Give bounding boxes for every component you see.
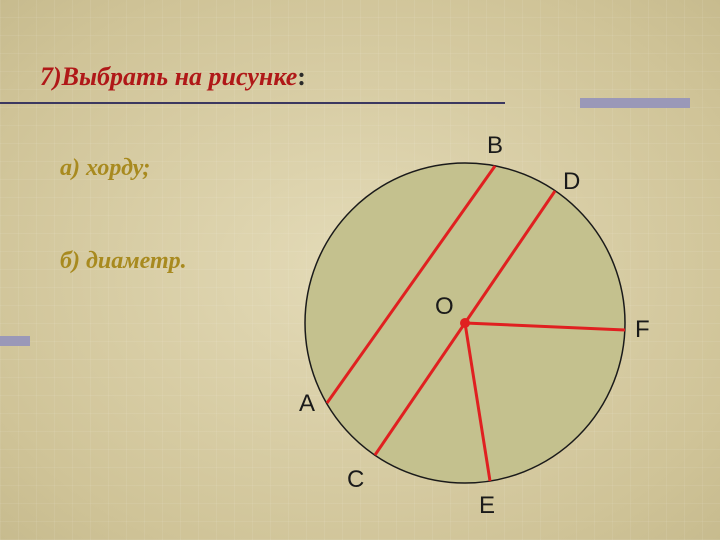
title-text: 7)Выбрать на рисунке [40, 62, 297, 91]
label-e: E [479, 492, 495, 520]
label-a: A [299, 390, 315, 418]
prompt-b: б) диаметр. [60, 248, 187, 275]
slide-title: 7)Выбрать на рисунке: [40, 62, 306, 92]
title-underline [0, 102, 505, 104]
label-d: D [563, 168, 580, 196]
diagram-svg [255, 118, 675, 538]
title-colon: : [297, 62, 306, 91]
slide: 7)Выбрать на рисунке: а) хорду; б) диаме… [0, 0, 720, 540]
circle-diagram: O A B C D E F [255, 118, 675, 538]
prompt-a: а) хорду; [60, 155, 150, 182]
center-point [460, 318, 470, 328]
label-b: B [487, 132, 503, 160]
label-o: O [435, 293, 454, 321]
title-accent-right [580, 98, 690, 108]
label-f: F [635, 316, 650, 344]
side-accent-left [0, 336, 30, 346]
label-c: C [347, 466, 364, 494]
